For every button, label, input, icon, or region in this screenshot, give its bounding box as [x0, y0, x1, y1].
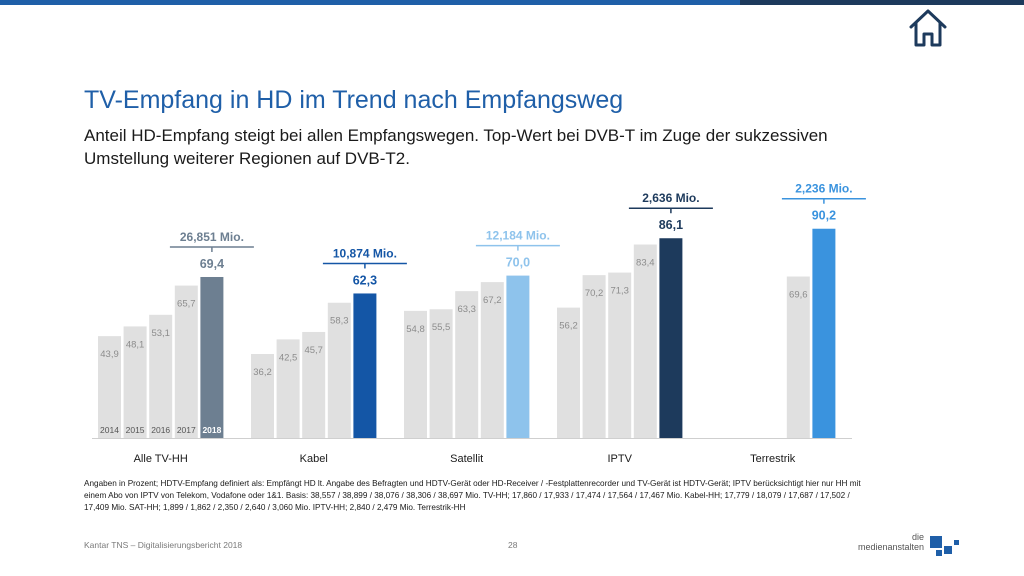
home-icon[interactable] [906, 6, 950, 50]
value-label: 42,5 [279, 352, 298, 363]
logo-square [954, 540, 959, 545]
bar-Kabel-2016 [302, 331, 326, 438]
value-label: 70,0 [506, 256, 530, 270]
category-label: Satellit [450, 453, 483, 465]
page-number: 28 [508, 540, 518, 550]
value-label: 71,3 [610, 286, 629, 297]
category-label: Terrestrik [750, 453, 796, 465]
value-label: 69,6 [789, 290, 808, 301]
households-label: 2,636 Mio. [642, 191, 699, 205]
logo-line2: medienanstalten [857, 542, 924, 552]
value-label: 58,3 [330, 316, 349, 327]
bar-Alle TV-HH-2018 [200, 276, 224, 438]
value-label: 86,1 [659, 218, 683, 232]
households-label: 26,851 Mio. [180, 230, 244, 244]
bar-Satellit-2018 [506, 275, 530, 438]
bar-Kabel-2015 [276, 339, 300, 438]
value-label: 56,2 [559, 321, 578, 332]
value-label: 45,7 [304, 345, 323, 356]
bar-Satellit-2017 [480, 282, 504, 438]
year-label: 2018 [202, 425, 221, 435]
bar-IPTV-2016 [608, 272, 632, 438]
year-label: 2016 [151, 425, 170, 435]
bar-Terrestrik-2018 [812, 228, 836, 438]
value-label: 43,9 [100, 349, 119, 360]
bar-Kabel-2018 [353, 293, 377, 438]
page-subtitle: Anteil HD-Empfang steigt bei allen Empfa… [84, 126, 828, 168]
logo-line1: die [911, 532, 924, 542]
value-label: 70,2 [585, 288, 604, 299]
households-label: 10,874 Mio. [333, 246, 397, 260]
bar-IPTV-2017 [633, 244, 657, 438]
category-label: Alle TV-HH [134, 453, 188, 465]
logo-square [936, 550, 942, 556]
value-label: 48,1 [126, 339, 145, 350]
year-label: 2017 [177, 425, 196, 435]
page-title: TV-Empfang in HD im Trend nach Empfangsw… [84, 86, 624, 114]
bar-Alle TV-HH-2014 [98, 336, 121, 438]
bar-Satellit-2015 [429, 309, 453, 438]
top-accent-bar [0, 0, 740, 5]
year-label: 2015 [126, 425, 145, 435]
bar-IPTV-2018 [659, 238, 683, 438]
value-label: 65,7 [177, 299, 196, 310]
logo-square [944, 546, 952, 554]
households-label: 2,236 Mio. [795, 182, 852, 196]
bar-Satellit-2014 [404, 310, 427, 438]
bar-Alle TV-HH-2017 [174, 285, 198, 438]
medienanstalten-logo: die medienanstalten [852, 532, 972, 562]
value-label: 69,4 [200, 257, 224, 271]
footer-source: Kantar TNS – Digitalisierungsbericht 201… [84, 540, 243, 550]
bar-Kabel-2017 [327, 302, 351, 438]
value-label: 62,3 [353, 273, 377, 287]
logo-square [930, 536, 942, 548]
value-label: 67,2 [483, 295, 502, 306]
category-label: Kabel [300, 453, 328, 465]
year-label: 2014 [100, 425, 119, 435]
bar-Alle TV-HH-2015 [123, 326, 147, 438]
value-label: 54,8 [406, 324, 425, 335]
bar-Alle TV-HH-2016 [149, 314, 173, 438]
bar-IPTV-2015 [582, 275, 606, 438]
bar-IPTV-2014 [557, 307, 580, 438]
value-label: 55,5 [432, 322, 451, 333]
households-label: 12,184 Mio. [486, 229, 550, 243]
bar-Kabel-2014 [251, 354, 274, 438]
value-label: 83,4 [636, 258, 655, 269]
bar-Satellit-2016 [455, 291, 479, 438]
footnote: Angaben in Prozent; HDTV-Empfang definie… [84, 479, 861, 513]
value-label: 63,3 [457, 304, 476, 315]
top-accent-bar-dark [740, 0, 1024, 5]
bar-Terrestrik-2017 [786, 276, 810, 438]
category-label: IPTV [607, 453, 632, 465]
value-label: 53,1 [151, 328, 170, 339]
value-label: 90,2 [812, 209, 836, 223]
value-label: 36,2 [253, 367, 272, 378]
